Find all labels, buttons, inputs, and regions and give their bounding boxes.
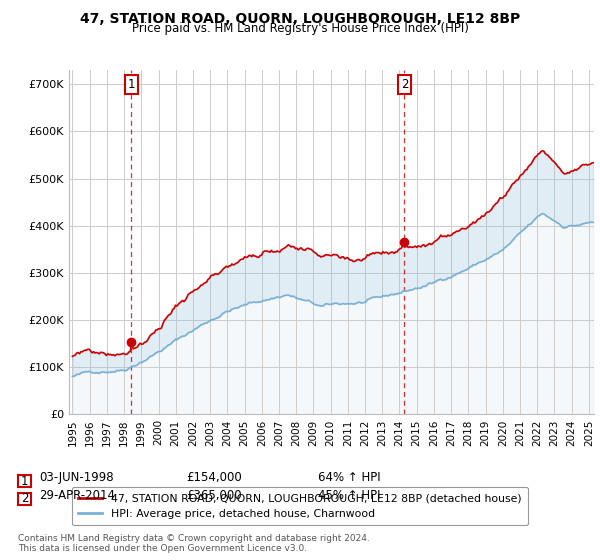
Text: 47, STATION ROAD, QUORN, LOUGHBOROUGH, LE12 8BP: 47, STATION ROAD, QUORN, LOUGHBOROUGH, L… (80, 12, 520, 26)
Text: £365,000: £365,000 (186, 489, 242, 502)
Text: 03-JUN-1998: 03-JUN-1998 (40, 471, 114, 484)
Text: 1: 1 (128, 78, 135, 91)
Text: 29-APR-2014: 29-APR-2014 (40, 489, 116, 502)
Text: 45% ↑ HPI: 45% ↑ HPI (318, 489, 380, 502)
Legend: 47, STATION ROAD, QUORN, LOUGHBOROUGH, LE12 8BP (detached house), HPI: Average p: 47, STATION ROAD, QUORN, LOUGHBOROUGH, L… (72, 487, 528, 525)
Text: Contains HM Land Registry data © Crown copyright and database right 2024.
This d: Contains HM Land Registry data © Crown c… (18, 534, 370, 553)
Text: 1: 1 (21, 474, 28, 488)
Text: 64% ↑ HPI: 64% ↑ HPI (318, 471, 380, 484)
Text: Price paid vs. HM Land Registry's House Price Index (HPI): Price paid vs. HM Land Registry's House … (131, 22, 469, 35)
Text: 2: 2 (21, 492, 28, 506)
Text: £154,000: £154,000 (186, 471, 242, 484)
Text: 2: 2 (401, 78, 408, 91)
